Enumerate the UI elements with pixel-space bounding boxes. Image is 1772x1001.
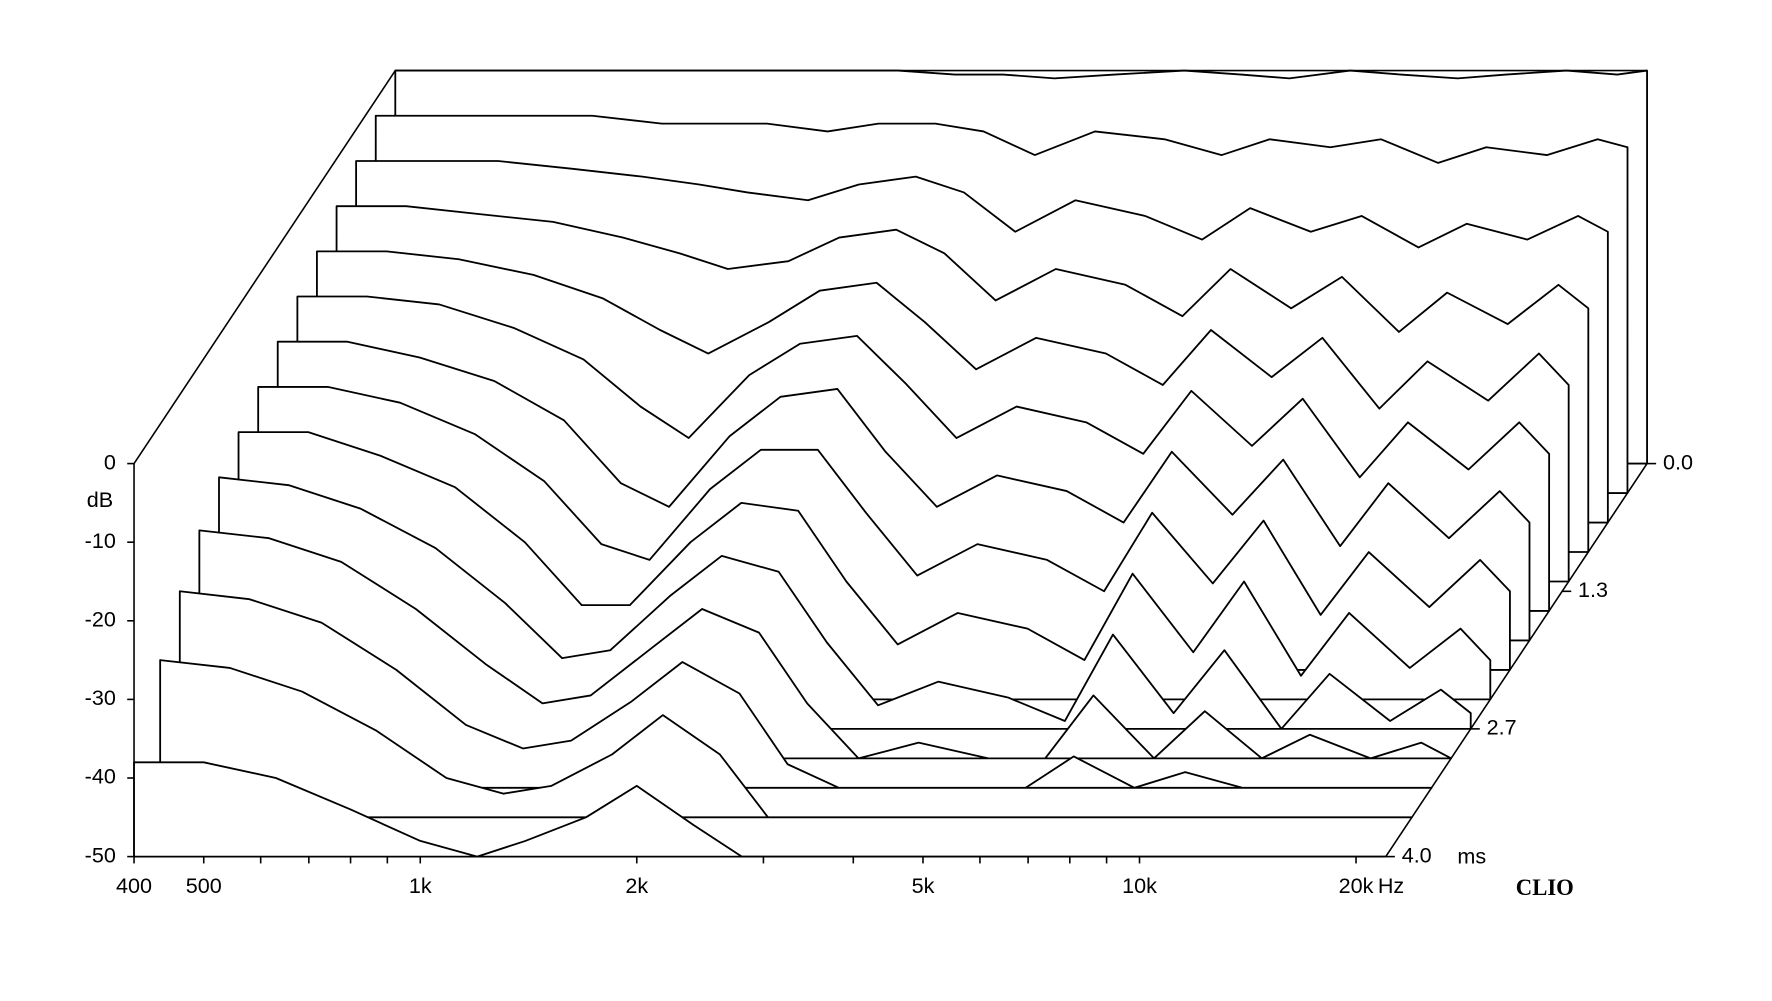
y-tick-label: 0 [104,449,116,474]
brand-label: CLIO [1516,875,1574,900]
y-tick-label: -50 [85,842,116,867]
y-tick-label: -40 [85,764,116,789]
axis-frame [1385,463,1648,858]
z-tick-label: 2.7 [1487,715,1517,740]
x-unit-label: Hz [1378,873,1404,898]
decay-slice [237,431,1492,701]
x-tick-label: 400 [116,873,152,898]
decay-slice [133,761,1387,858]
y-axis-label: dB [87,487,113,512]
x-tick-label: 10k [1122,873,1157,898]
x-tick-label: 20k [1339,873,1374,898]
x-tick-label: 2k [625,873,648,898]
z-tick-label: 0.0 [1663,449,1693,474]
decay-slice [218,476,1472,730]
y-tick-label: -10 [85,528,116,553]
x-tick-label: 1k [409,873,432,898]
z-tick-label: 4.0 [1402,842,1432,867]
z-unit-label: ms [1457,843,1486,868]
decay-slice [178,590,1433,789]
x-tick-label: 500 [186,873,222,898]
z-tick-label: 1.3 [1578,577,1608,602]
y-tick-label: -20 [85,606,116,631]
decay-slice [198,529,1453,760]
y-tick-label: -30 [85,685,116,710]
axis-frame [133,70,396,465]
x-tick-label: 5k [912,873,935,898]
